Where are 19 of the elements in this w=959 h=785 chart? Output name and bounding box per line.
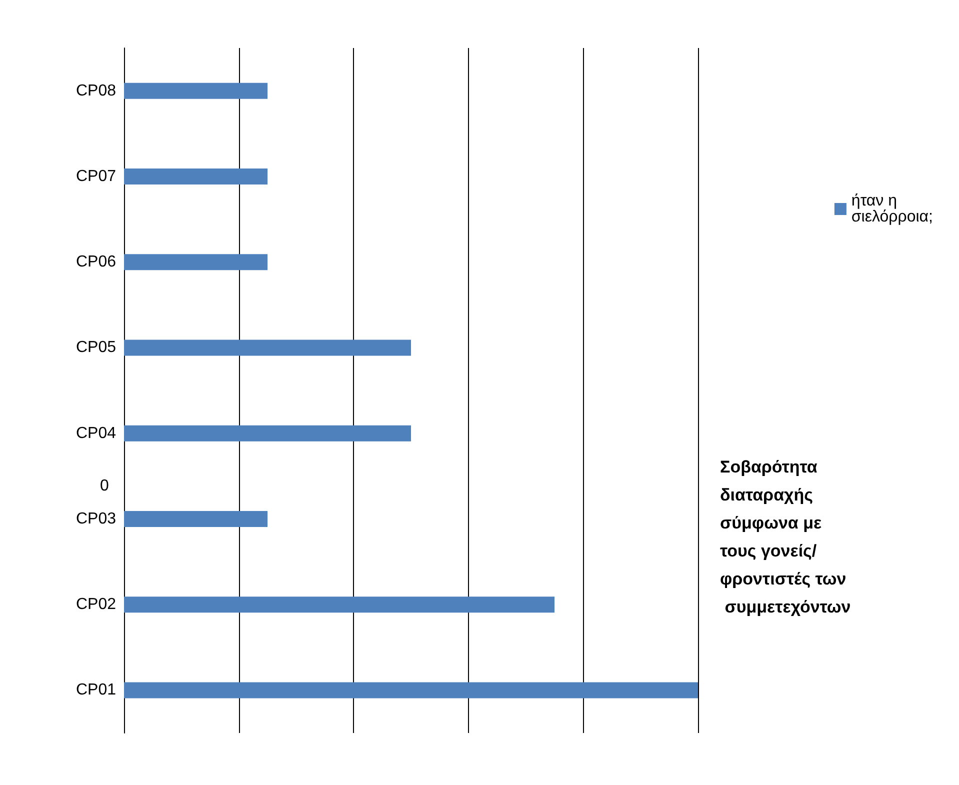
bar [124, 510, 268, 527]
y-tick-label: CP07 [76, 168, 116, 185]
y-tick-label: CP06 [76, 254, 116, 271]
bar [124, 596, 554, 613]
bar [124, 254, 268, 270]
text: Σοβαρότητα διαταραχής σύμφωνα με τους γονείς/φροντιστές των συμμετεχόντων [720, 458, 851, 616]
legend-label: ήταν η σιελόρροια; [851, 192, 934, 226]
text: 0 [100, 478, 109, 494]
bar [124, 168, 268, 184]
y-tick-label: CP08 [76, 82, 116, 100]
y-tick-label: CP03 [76, 510, 116, 528]
bar [124, 682, 698, 698]
bar [124, 82, 268, 99]
y-tick-label: CP02 [76, 596, 116, 614]
bar [124, 425, 411, 442]
bar [124, 340, 411, 356]
y-tick-label: CP05 [76, 339, 116, 356]
y-tick-label: CP01 [76, 682, 116, 699]
y-tick-label: CP04 [76, 424, 116, 442]
